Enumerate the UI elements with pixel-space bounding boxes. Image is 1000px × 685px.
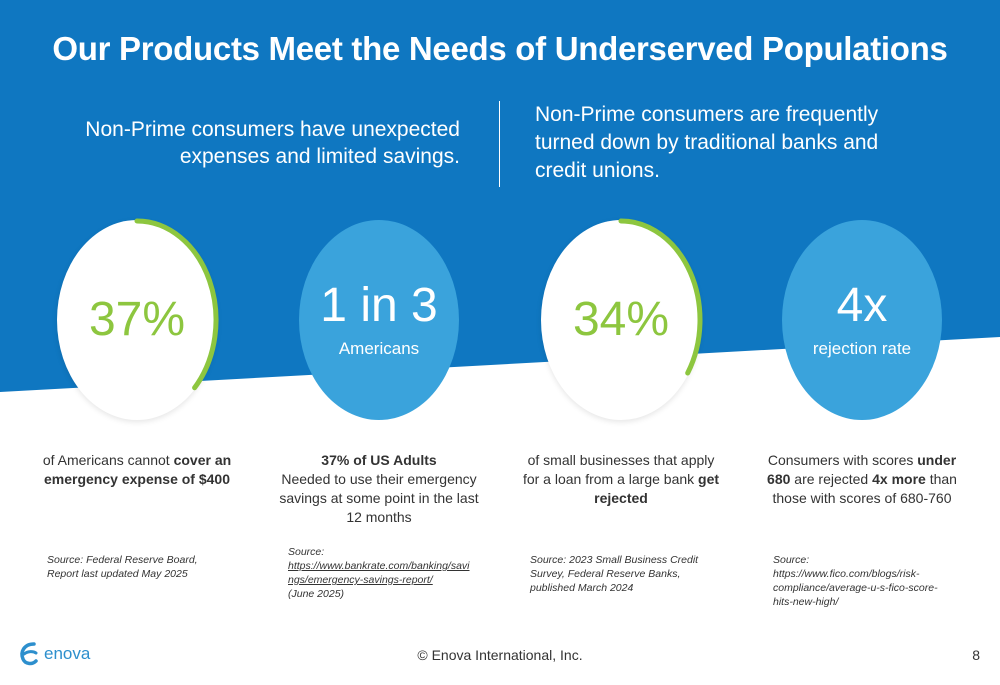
desc-text: Consumers with scores [767, 452, 918, 468]
desc-text: of Americans cannot [42, 452, 174, 468]
desc-text: Needed to use their emergency savings at… [279, 471, 479, 525]
page-number: 8 [972, 647, 980, 663]
desc-emphasis: 37% of US Adults [321, 452, 437, 468]
desc-emphasis: cover an emergency expense of $400 [44, 452, 232, 487]
stat-description: 37% of US Adults Needed to use their eme… [279, 451, 479, 527]
stat-circle-savings: 1 in 3 Americans [299, 220, 459, 420]
stat-circle-rejection-rate: 4x rejection rate [782, 220, 942, 420]
stat-description: of Americans cannot cover an emergency e… [37, 451, 237, 489]
stat-circle-emergency-expense: 37% [57, 218, 219, 420]
progress-arc [134, 218, 219, 391]
intro-divider [499, 101, 500, 187]
desc-text: than those with scores of 680-760 [772, 471, 957, 506]
enova-logo: enova [18, 640, 90, 668]
stat-circle-small-business: 34% [541, 218, 703, 420]
enova-logo-mark-icon [20, 642, 38, 666]
logo-wordmark: enova [44, 644, 91, 663]
source-link[interactable]: https://www.bankrate.com/banking/savings… [288, 560, 470, 586]
source-note: Source: https://www.fico.com/blogs/risk-… [773, 554, 938, 608]
desc-emphasis: under 680 [767, 452, 957, 487]
intro-right-text: Non-Prime consumers are frequently turne… [535, 103, 879, 182]
progress-arc [618, 218, 703, 376]
desc-text: are rejected [790, 471, 873, 487]
stat-description: of small businesses that apply for a loa… [521, 451, 721, 508]
desc-emphasis: 4x more [872, 471, 926, 487]
stat-value: 37% [88, 293, 186, 346]
source-date: (June 2025) [288, 588, 345, 600]
desc-emphasis: get rejected [594, 471, 720, 506]
stat-value: 34% [572, 293, 670, 346]
progress-ring [134, 218, 219, 391]
stat-value: 1 in 3 [320, 279, 438, 332]
source-note: Source: https://www.bankrate.com/banking… [288, 545, 473, 601]
source-note: Source: 2023 Small Business Credit Surve… [530, 554, 699, 594]
stat-subtitle: Americans [338, 339, 420, 358]
progress-ring [618, 218, 703, 376]
desc-text: of small businesses that apply for a loa… [522, 452, 715, 487]
source-note: Source: Federal Reserve Board, Report la… [47, 554, 198, 580]
stat-subtitle: rejection rate [812, 339, 912, 358]
stat-description: Consumers with scores under 680 are reje… [762, 451, 962, 508]
slide-title: Our Products Meet the Needs of Underserv… [52, 30, 948, 67]
footer-copyright: © Enova International, Inc. [417, 647, 583, 663]
stat-value: 4x [836, 279, 888, 332]
source-label: Source: [288, 546, 325, 558]
intro-left-text: Non-Prime consumers have unexpected expe… [85, 118, 460, 168]
